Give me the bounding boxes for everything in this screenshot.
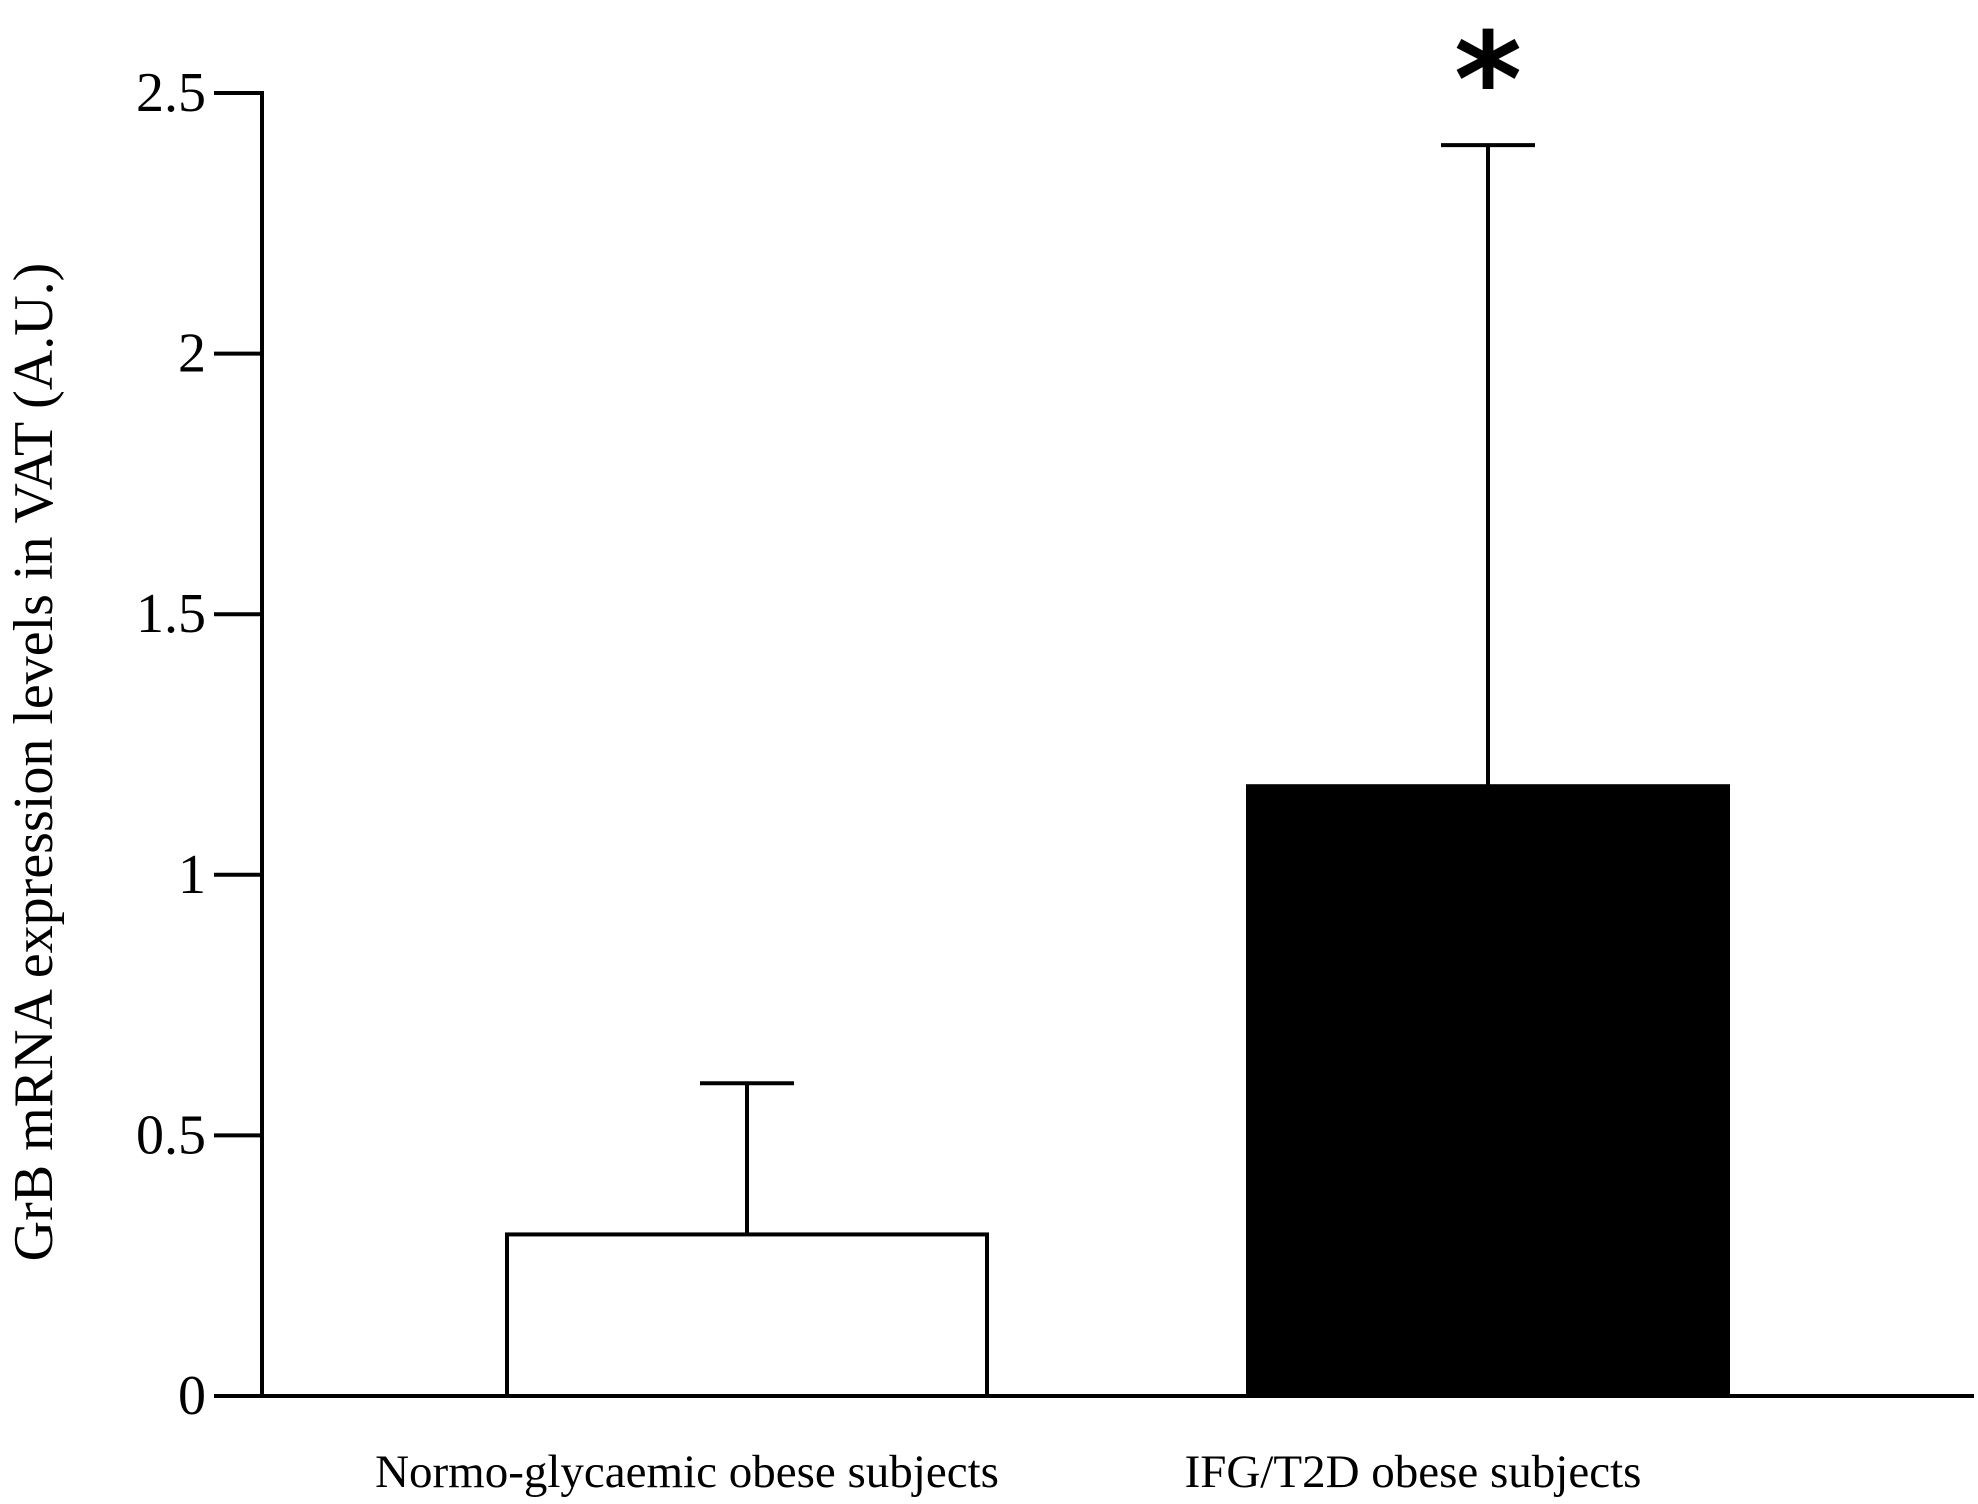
y-tick-label: 2.5 <box>136 62 206 124</box>
y-tick-label: 1 <box>178 844 206 906</box>
x-category-label: Normo-glycaemic obese subjects <box>375 1446 999 1498</box>
y-tick-label: 0.5 <box>136 1104 206 1166</box>
y-axis-title: GrB mRNA expression levels in VAT (A.U.) <box>3 263 65 1262</box>
significance-marker: * <box>1454 4 1522 156</box>
y-tick-label: 0 <box>178 1365 206 1427</box>
bar <box>1246 784 1730 1398</box>
y-tick-label: 2 <box>178 323 206 385</box>
bars <box>505 143 1730 1398</box>
y-tick-label: 1.5 <box>136 583 206 645</box>
bar <box>505 1232 989 1398</box>
x-category-label: IFG/T2D obese subjects <box>1185 1446 1642 1498</box>
labels: 0 0.5 1 1.5 2 2.5 Normo-glycaemic obese subjec… <box>136 4 1641 1498</box>
